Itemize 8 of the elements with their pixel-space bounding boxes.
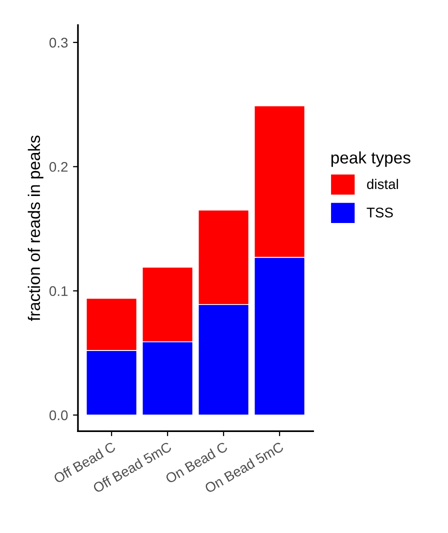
y-tick-label: 0.3 <box>49 38 68 48</box>
y-axis-title: fraction of reads in peaks <box>28 136 44 321</box>
legend-title: peak types <box>331 151 410 167</box>
legend-label: TSS <box>366 208 393 218</box>
legend-label: distal <box>367 178 398 190</box>
y-tick-label: 0.1 <box>49 286 68 296</box>
y-tick-label: 0.2 <box>49 162 68 172</box>
y-tick-label: 0.0 <box>49 410 68 420</box>
